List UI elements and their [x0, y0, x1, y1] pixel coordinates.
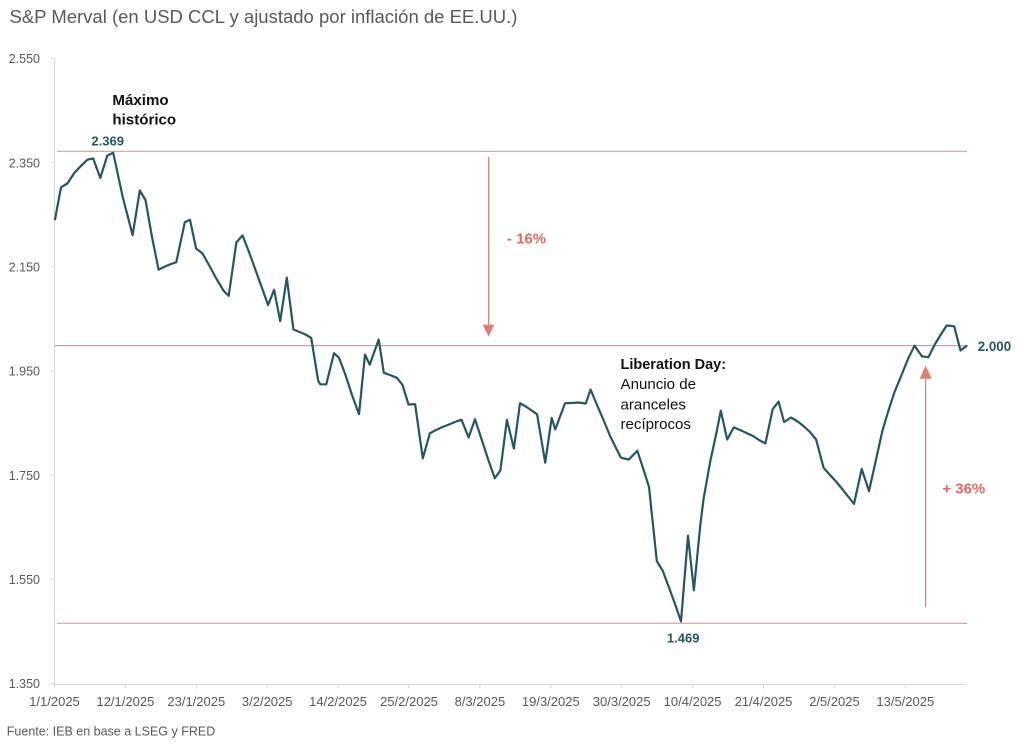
- svg-text:1/1/2025: 1/1/2025: [29, 694, 80, 709]
- svg-text:8/3/2025: 8/3/2025: [455, 694, 506, 709]
- svg-text:2/5/2025: 2/5/2025: [809, 694, 860, 709]
- svg-text:1.750: 1.750: [9, 469, 40, 483]
- svg-text:3/2/2025: 3/2/2025: [242, 694, 293, 709]
- svg-text:2.000: 2.000: [978, 339, 1012, 354]
- svg-text:Liberation Day:: Liberation Day:: [621, 357, 727, 373]
- svg-text:23/1/2025: 23/1/2025: [167, 694, 225, 709]
- svg-text:13/5/2025: 13/5/2025: [876, 694, 934, 709]
- svg-text:12/1/2025: 12/1/2025: [96, 694, 154, 709]
- svg-text:19/3/2025: 19/3/2025: [522, 694, 580, 709]
- svg-text:2.350: 2.350: [9, 156, 40, 170]
- svg-text:2.150: 2.150: [9, 261, 40, 275]
- svg-text:2.550: 2.550: [9, 52, 40, 66]
- svg-text:aranceles: aranceles: [621, 396, 686, 413]
- svg-text:- 16%: - 16%: [507, 231, 546, 248]
- svg-text:25/2/2025: 25/2/2025: [380, 694, 438, 709]
- svg-text:1.550: 1.550: [9, 573, 40, 587]
- svg-text:Fuente: IEB en base a LSEG y F: Fuente: IEB en base a LSEG y FRED: [7, 725, 215, 739]
- svg-text:+ 36%: + 36%: [942, 480, 985, 497]
- svg-text:30/3/2025: 30/3/2025: [593, 694, 651, 709]
- svg-text:recíprocos: recíprocos: [621, 416, 691, 433]
- svg-text:14/2/2025: 14/2/2025: [309, 694, 367, 709]
- svg-text:S&P Merval (en USD CCL y ajust: S&P Merval (en USD CCL y ajustado por in…: [10, 6, 518, 27]
- svg-text:1.950: 1.950: [9, 365, 40, 379]
- svg-text:21/4/2025: 21/4/2025: [735, 694, 793, 709]
- svg-text:histórico: histórico: [112, 112, 176, 129]
- svg-text:2.369: 2.369: [91, 133, 124, 148]
- svg-text:Anuncio de: Anuncio de: [621, 376, 697, 393]
- svg-text:Máximo: Máximo: [112, 92, 168, 109]
- svg-text:1.469: 1.469: [667, 631, 700, 646]
- svg-text:1.350: 1.350: [9, 677, 40, 691]
- svg-text:10/4/2025: 10/4/2025: [664, 694, 722, 709]
